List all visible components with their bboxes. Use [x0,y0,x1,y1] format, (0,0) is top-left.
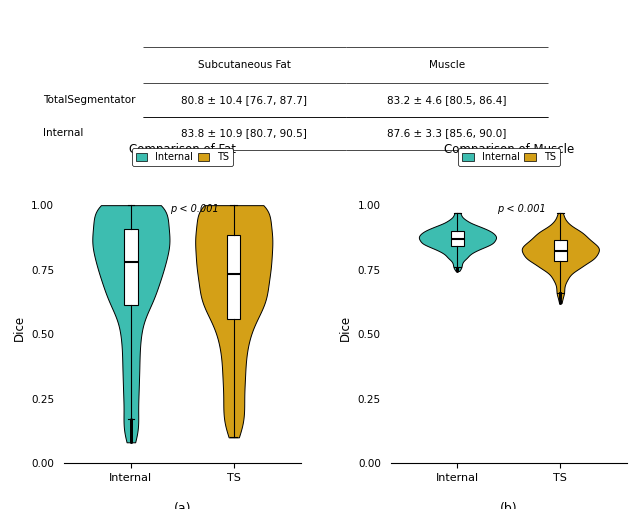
Title: Comparison of Fat: Comparison of Fat [129,144,236,156]
PathPatch shape [124,230,138,305]
Title: Comparison of Muscle: Comparison of Muscle [444,144,574,156]
Y-axis label: Dice: Dice [339,315,352,341]
Legend: Internal, TS: Internal, TS [132,148,233,166]
Y-axis label: Dice: Dice [13,315,26,341]
Text: p < 0.001: p < 0.001 [497,204,546,214]
PathPatch shape [451,232,464,246]
Text: p < 0.001: p < 0.001 [170,204,219,214]
Text: (a): (a) [173,502,191,509]
Legend: Internal, TS: Internal, TS [458,148,559,166]
PathPatch shape [227,235,241,319]
PathPatch shape [554,240,567,261]
Text: (b): (b) [500,502,518,509]
